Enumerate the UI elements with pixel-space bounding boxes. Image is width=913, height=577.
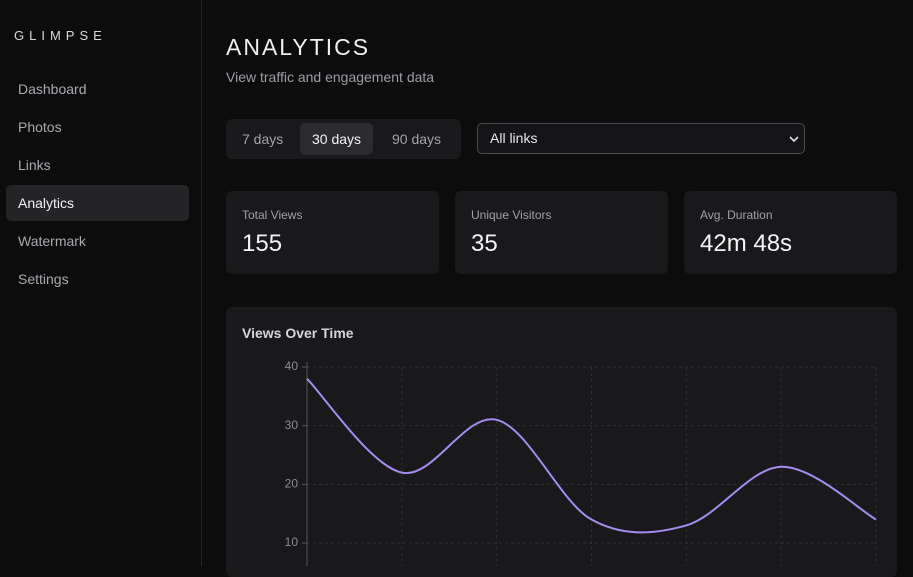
chart: 10 20 30 40 [285,359,877,566]
nav-item[interactable]: Links [18,157,51,173]
stat-label: Total Views [242,208,303,222]
stat-card: Avg. Duration 42m 48s [684,191,897,274]
link-select[interactable]: All links [477,123,805,154]
range-option[interactable]: 7 days [242,131,284,147]
page-title: ANALYTICS [226,34,371,60]
range-selector: 7 days 30 days 90 days [226,119,461,159]
stat-value: 42m 48s [700,230,793,257]
stat-card: Unique Visitors 35 [455,191,668,274]
range-option[interactable]: 90 days [392,131,442,147]
nav-item[interactable]: Dashboard [18,81,87,97]
stat-value: 35 [471,230,498,257]
range-option[interactable]: 30 days [300,123,374,155]
y-tick-label: 10 [285,535,299,549]
sidebar: GLIMPSE Dashboard Photos Links Analytics Wat… [0,0,202,566]
stat-label: Unique Visitors [471,208,552,222]
chart-title: Views Over Time [242,325,354,341]
stat-card: Total Views 155 [226,191,439,274]
nav-item[interactable]: Settings [18,271,69,287]
stat-label: Avg. Duration [700,208,773,222]
chart-card: Views Over Time 10 20 30 40 [226,307,897,577]
y-tick-label: 40 [285,359,299,373]
nav-item[interactable]: Watermark [18,233,86,249]
y-tick-label: 20 [285,477,299,491]
nav-item[interactable]: Photos [18,119,62,135]
chevron [789,136,799,143]
line-series [306,378,877,534]
select-text: All links [490,130,538,146]
brand: GLIMPSE [14,28,107,43]
nav-item[interactable]: Analytics [6,185,189,221]
page-subtitle: View traffic and engagement data [226,69,435,85]
y-tick-label: 30 [285,418,299,432]
stat-value: 155 [242,230,283,257]
